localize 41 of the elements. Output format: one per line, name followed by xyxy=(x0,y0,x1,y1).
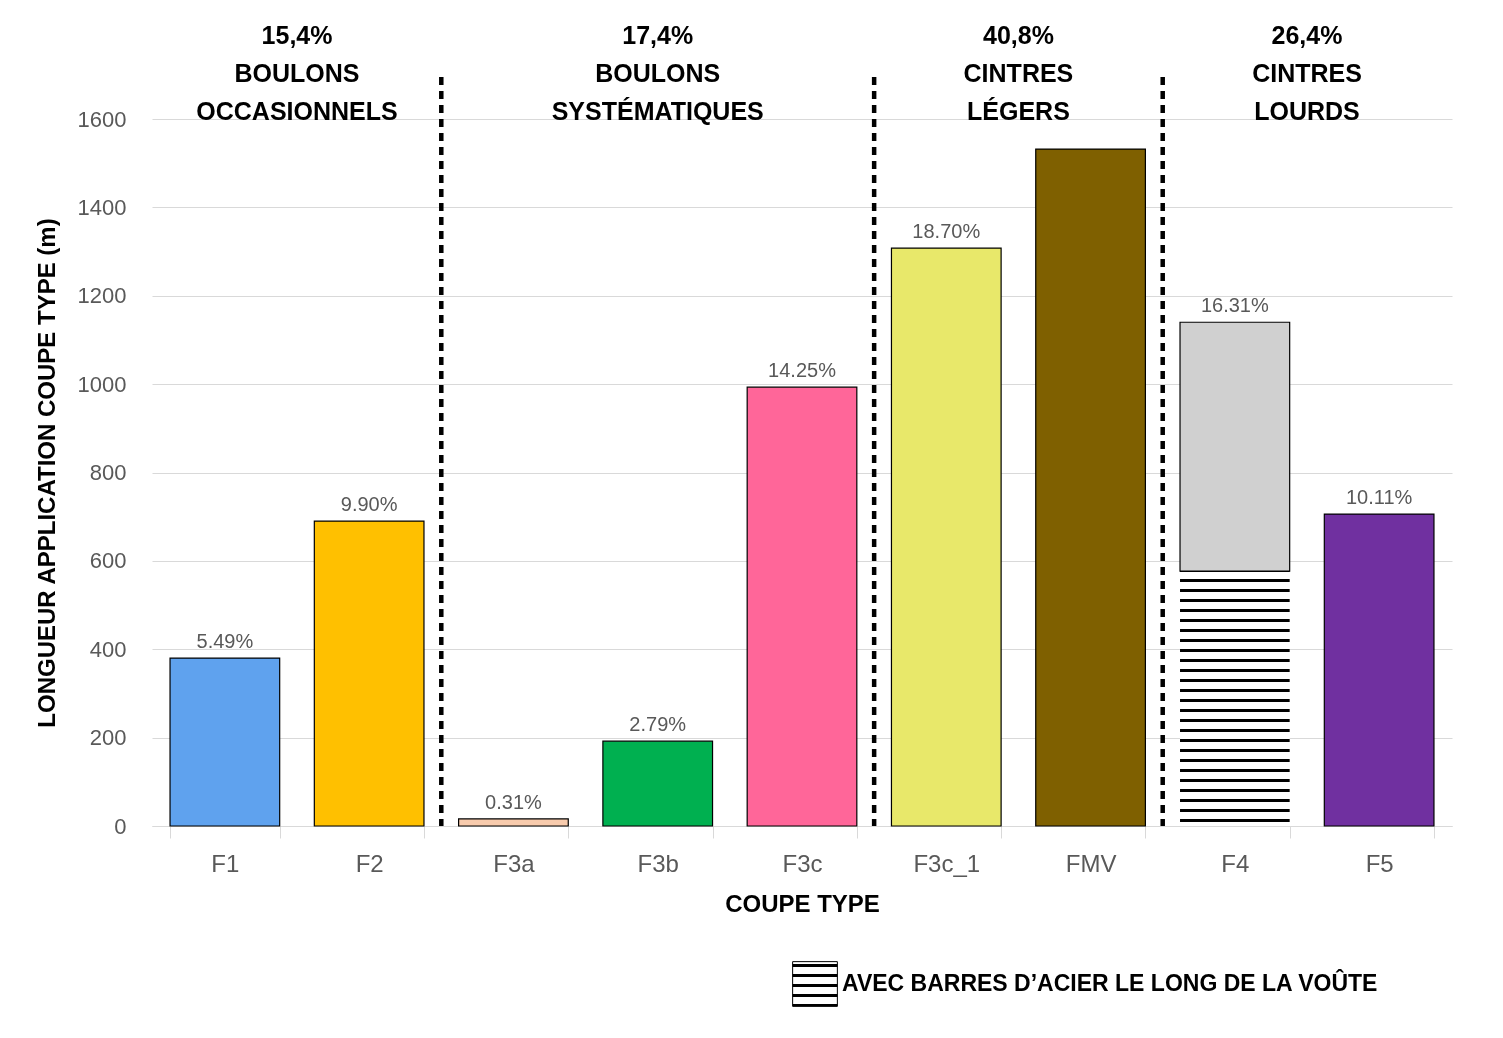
bar xyxy=(1035,148,1146,827)
y-tick-label: 1400 xyxy=(77,194,127,220)
bar xyxy=(458,818,569,827)
bar xyxy=(746,386,858,827)
annotation: 26,4% CINTRES LOURDS xyxy=(1252,21,1362,125)
x-tick-label: F3c xyxy=(782,849,823,877)
bar xyxy=(313,520,425,827)
y-tick-label: 1600 xyxy=(77,106,127,132)
annotation: 9.90% xyxy=(340,493,398,516)
y-tick-label: 0 xyxy=(114,813,127,839)
x-tick-label: F3a xyxy=(493,849,536,877)
x-tick-label: F3c_1 xyxy=(913,849,981,877)
y-axis-title: LONGUEUR APPLICATION COUPE TYPE (m) xyxy=(32,218,60,728)
y-tick-label: 1000 xyxy=(77,371,127,397)
y-tick-label: 400 xyxy=(89,636,127,662)
annotation: 2.79% xyxy=(629,713,687,736)
x-tick-label: F4 xyxy=(1221,849,1250,877)
annotation: 17,4% BOULONS SYSTÉMATIQUES xyxy=(551,21,764,125)
bar xyxy=(602,740,714,827)
y-tick-label: 600 xyxy=(89,548,127,574)
annotation: 0.31% xyxy=(485,790,542,813)
annotation: 16.31% xyxy=(1200,294,1269,317)
annotation: 14.25% xyxy=(768,359,837,382)
legend-label: AVEC BARRES D’ACIER LE LONG DE LA VOÛTE xyxy=(842,969,1378,996)
y-tick-label: 1200 xyxy=(77,283,127,309)
x-tick-label: F2 xyxy=(355,849,384,877)
y-tick-label: 800 xyxy=(89,460,127,485)
y-tick-label: 200 xyxy=(89,725,127,751)
x-tick-label: F5 xyxy=(1365,849,1394,877)
x-tick-label: F1 xyxy=(211,849,240,877)
bar xyxy=(1323,513,1435,827)
annotation: 18.70% xyxy=(912,220,981,243)
x-tick-label: F3b xyxy=(637,849,679,877)
x-tick-label: FMV xyxy=(1065,849,1117,877)
annotation: 40,8% CINTRES LÉGERS xyxy=(963,21,1074,125)
bar xyxy=(169,657,281,827)
bar xyxy=(890,247,1002,827)
annotation: 15,4% BOULONS OCCASIONNELS xyxy=(196,21,398,125)
annotation: 5.49% xyxy=(196,630,254,653)
annotation: 10.11% xyxy=(1345,486,1413,509)
x-axis-title: COUPE TYPE xyxy=(725,889,880,917)
